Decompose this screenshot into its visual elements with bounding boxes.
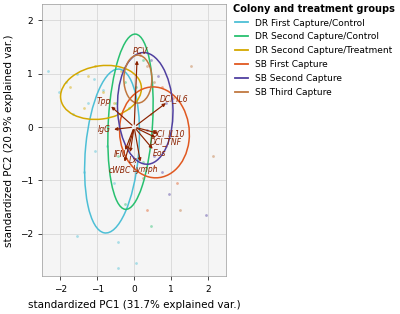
Text: DCl_IL10: DCl_IL10 <box>151 129 185 138</box>
Text: PCV: PCV <box>133 47 148 56</box>
Text: Tpp: Tpp <box>97 97 111 106</box>
Text: DCl_IL6: DCl_IL6 <box>160 94 188 103</box>
Text: IFN: IFN <box>114 150 126 159</box>
Text: Eos: Eos <box>153 149 167 158</box>
Y-axis label: standardized PC2 (20.9% explained var.): standardized PC2 (20.9% explained var.) <box>4 34 14 246</box>
Text: DCl_TNF: DCl_TNF <box>150 138 182 146</box>
X-axis label: standardized PC1 (31.7% explained var.): standardized PC1 (31.7% explained var.) <box>28 300 240 310</box>
Text: IgG: IgG <box>98 125 111 134</box>
Legend: DR First Capture/Control, DR Second Capture/Control, DR Second Capture/Treatment: DR First Capture/Control, DR Second Capt… <box>233 3 394 97</box>
Text: Lx: Lx <box>128 155 137 165</box>
Text: Lymph: Lymph <box>132 165 158 174</box>
Text: cWBC: cWBC <box>109 166 131 175</box>
